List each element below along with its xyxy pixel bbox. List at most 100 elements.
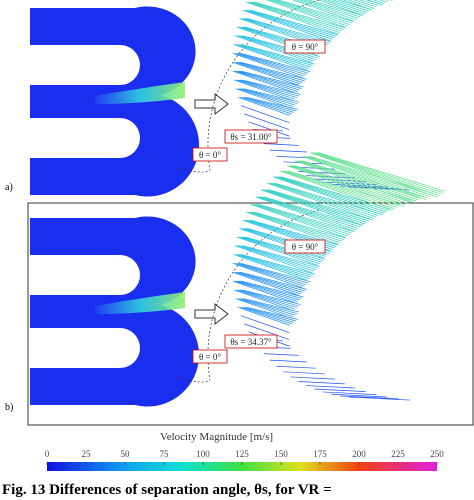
velocity-vector: [238, 70, 302, 89]
velocity-vector: [240, 245, 318, 269]
label-box: [284, 239, 326, 254]
velocity-vector: [240, 35, 318, 59]
panel: θ = 90° θs = 31.00° θ = 0° a): [5, 0, 410, 197]
velocity-vector: [236, 52, 307, 76]
velocity-vector: [288, 165, 406, 206]
velocity-vector: [236, 35, 314, 62]
velocity-vector: [292, 0, 355, 22]
velocity-vector: [254, 211, 346, 239]
velocity-vector: [232, 70, 296, 94]
velocity-vector: [263, 143, 299, 146]
velocity-vector: [262, 189, 366, 225]
velocity-vector: [234, 245, 312, 273]
velocity-vector: [244, 9, 333, 40]
velocity-vector: [310, 152, 438, 198]
velocity-vector: [252, 1, 344, 30]
velocity-vector: [347, 0, 375, 9]
velocity-vector: [235, 88, 292, 109]
velocity-vector: [232, 262, 303, 289]
velocity-vector: [317, 0, 364, 16]
velocity-vector: [331, 0, 370, 12]
velocity-vector: [232, 52, 303, 79]
velocity-vector: [240, 262, 311, 283]
velocity-vector: [266, 182, 373, 221]
colorbar-tick-label: 150: [274, 449, 288, 459]
colorbar-tick-label: 25: [82, 449, 92, 459]
velocity-vector: [238, 245, 316, 270]
velocity-vector: [254, 1, 346, 29]
velocity-vector: [239, 79, 300, 97]
velocity-vector: [268, 0, 348, 27]
velocity-vector: [331, 393, 388, 398]
velocity-vector: [254, 203, 350, 235]
velocity-vector: [242, 236, 324, 262]
velocity-vector: [322, 391, 377, 395]
velocity-vector: [239, 44, 313, 66]
velocity-vector: [238, 61, 305, 82]
velocity-vector: [252, 204, 348, 237]
velocity-vector: [240, 236, 322, 263]
colorbar-tick-label: 0: [45, 449, 50, 459]
velocity-vector: [353, 0, 377, 8]
velocity-vector: [240, 61, 307, 80]
wall-arc: [177, 209, 321, 383]
velocity-vector: [246, 1, 338, 35]
velocity-vector: [281, 170, 395, 210]
velocity-vector: [232, 280, 296, 304]
velocity-vector: [235, 289, 296, 310]
velocity-vector: [285, 170, 399, 207]
velocity-vector: [250, 211, 342, 242]
velocity-vector: [237, 306, 290, 326]
velocity-vector: [314, 152, 442, 195]
label-box: [224, 334, 278, 349]
velocity-vector: [241, 44, 315, 65]
velocity-vector: [237, 44, 311, 68]
label-box: [284, 39, 326, 54]
velocity-vector: [246, 211, 338, 245]
velocity-vector: [322, 0, 366, 15]
velocity-vector: [302, 160, 423, 198]
velocity-vector: [244, 113, 290, 130]
velocity-vector: [239, 96, 292, 115]
velocity-vector: [241, 289, 302, 305]
velocity-vector: [236, 280, 300, 301]
velocity-vector: [234, 61, 301, 85]
velocity-vector: [257, 196, 357, 231]
velocity-vector: [278, 176, 389, 211]
velocity-vector: [234, 52, 305, 77]
wall-arc: [177, 0, 321, 173]
panel-label: b): [5, 402, 13, 413]
velocity-vector: [233, 44, 307, 71]
velocity-vector: [250, 1, 342, 32]
velocity-vector: [300, 160, 421, 199]
colorbar-tick-label: 50: [121, 449, 131, 459]
velocity-vector: [241, 306, 294, 323]
velocity-vector: [286, 165, 404, 207]
velocity-vector: [233, 79, 294, 101]
velocity-vector: [239, 306, 292, 325]
velocity-vector: [303, 0, 361, 18]
angle-label: θ = 0°: [199, 352, 221, 362]
velocity-vector: [256, 203, 352, 234]
velocity-vector: [232, 61, 299, 86]
velocity-vector: [272, 176, 383, 216]
velocity-vector: [232, 271, 299, 296]
velocity-vector: [237, 79, 298, 98]
colorbar-tick-label: 125: [235, 449, 249, 459]
velocity-vector: [248, 9, 337, 37]
velocity-vector: [236, 70, 300, 91]
velocity-vector: [239, 289, 300, 307]
velocity-vector: [240, 52, 311, 73]
velocity-vector: [239, 298, 296, 316]
label-box: [192, 349, 228, 364]
colorbar-tick-label: 250: [430, 449, 444, 459]
velocity-vector: [266, 189, 370, 222]
velocity-vector: [276, 365, 316, 369]
velocity-vector: [237, 298, 294, 317]
velocity-vector: [306, 385, 356, 389]
velocity-vector: [326, 0, 368, 13]
colorbar-tick-label: 200: [352, 449, 366, 459]
velocity-vector: [243, 306, 296, 322]
velocity-vector: [271, 0, 350, 25]
